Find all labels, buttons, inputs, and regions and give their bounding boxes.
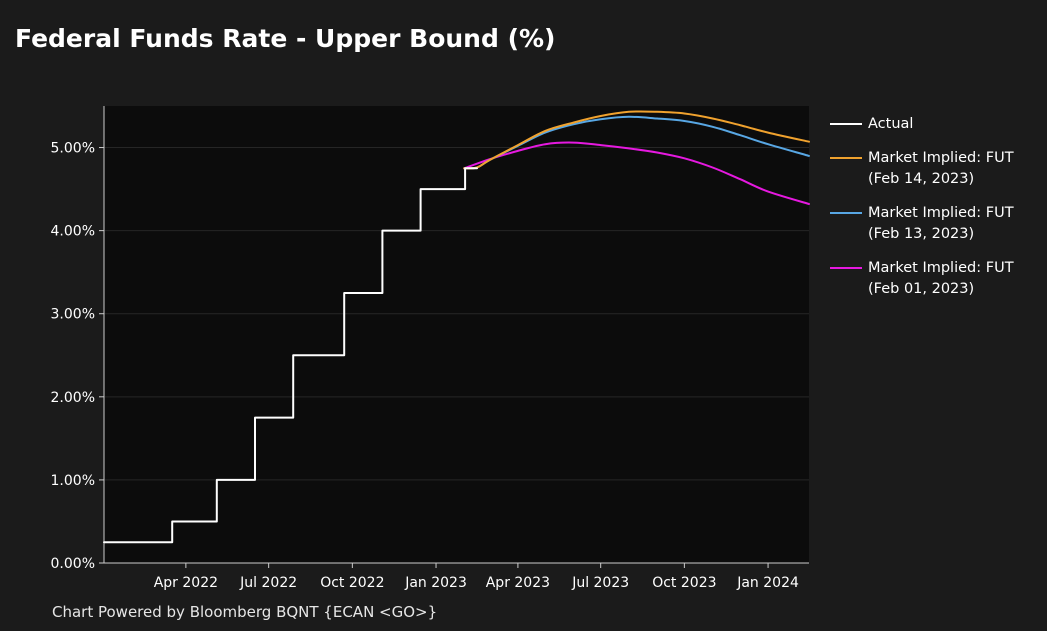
series-actual-line [103,167,478,544]
legend-swatch [830,157,862,159]
plot-area [104,106,809,563]
legend-item-actual: Actual [830,114,1042,135]
legend-label: Market Implied: FUT (Feb 14, 2023) [868,150,1014,187]
x-tick-label: Oct 2022 [320,575,384,591]
x-tick-label: Jan 2023 [404,575,467,591]
x-axis-ticks: Apr 2022 Jul 2022 Oct 2022 Jan 2023 Apr 2023… [154,563,799,591]
y-tick-label: 0.00% [51,556,95,572]
x-tick-label: Apr 2022 [154,575,218,591]
y-tick-label: 5.00% [51,141,95,157]
legend: Actual Market Implied: FUT (Feb 14, 2023)… [830,114,1042,313]
chart-footer: Chart Powered by Bloomberg BQNT {ECAN <G… [52,603,438,621]
y-tick-label: 1.00% [51,473,95,489]
x-tick-label: Oct 2023 [652,575,716,591]
legend-item-feb14: Market Implied: FUT (Feb 14, 2023) [830,148,1042,190]
legend-label: Actual [868,116,914,132]
series-lines [103,110,810,544]
legend-item-feb01: Market Implied: FUT (Feb 01, 2023) [830,258,1042,300]
legend-swatch [830,267,862,269]
series-feb01-line [463,141,810,205]
x-tick-label: Jul 2023 [571,575,629,591]
x-tick-label: Apr 2023 [486,575,550,591]
x-tick-label: Jul 2022 [239,575,297,591]
y-axis-ticks: 0.00% 1.00% 2.00% 3.00% 4.00% 5.00% [51,141,104,572]
y-tick-label: 2.00% [51,390,95,406]
y-tick-label: 4.00% [51,224,95,240]
series-feb14-line [463,110,810,170]
legend-label: Market Implied: FUT (Feb 01, 2023) [868,260,1014,297]
legend-swatch [830,212,862,214]
legend-label: Market Implied: FUT (Feb 13, 2023) [868,205,1014,242]
legend-swatch [830,123,862,125]
y-tick-label: 3.00% [51,307,95,323]
chart-title: Federal Funds Rate - Upper Bound (%) [15,24,556,53]
legend-item-feb13: Market Implied: FUT (Feb 13, 2023) [830,203,1042,245]
axes [103,106,809,564]
x-tick-label: Jan 2024 [736,575,799,591]
